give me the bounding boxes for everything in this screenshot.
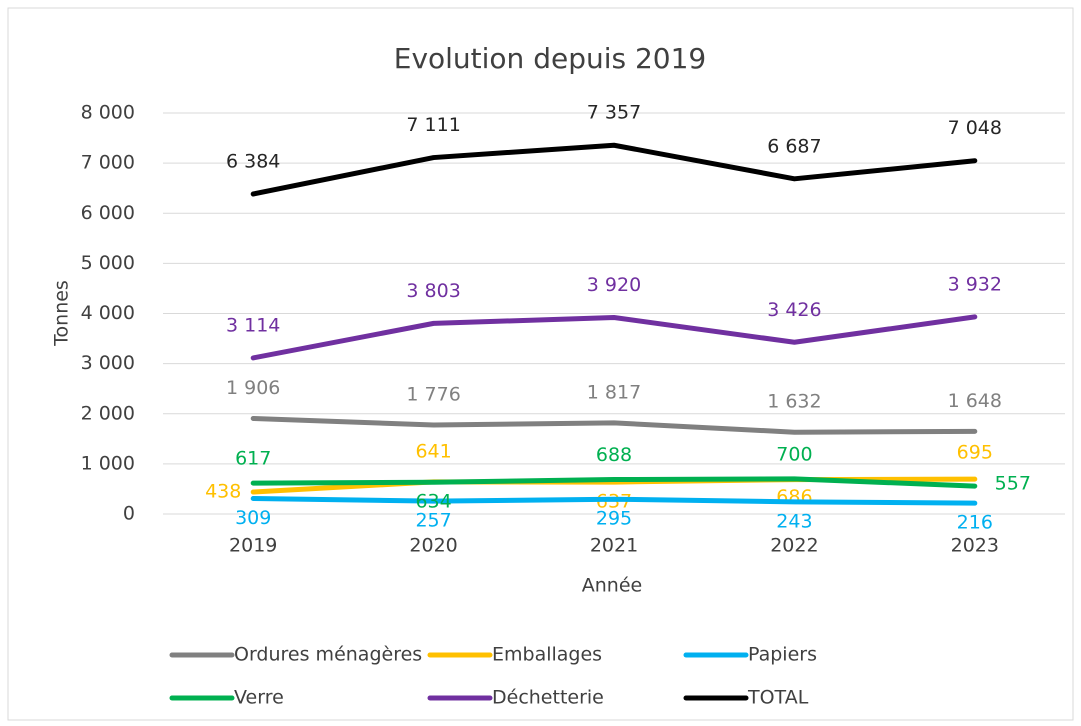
y-tick-label: 7 000 (81, 152, 135, 174)
data-label: 7 111 (406, 114, 460, 136)
legend-label: Papiers (748, 644, 817, 666)
x-axis-title: Année (582, 575, 642, 597)
data-label: 7 357 (587, 102, 641, 124)
y-tick-label: 6 000 (81, 202, 135, 224)
data-label: 1 648 (948, 390, 1002, 412)
y-tick-label: 8 000 (81, 102, 135, 124)
data-label: 6 687 (767, 135, 821, 157)
y-tick-label: 4 000 (81, 302, 135, 324)
data-label: 3 114 (226, 314, 280, 336)
data-label: 1 776 (406, 383, 460, 405)
legend-label: Ordures ménagères (234, 644, 422, 666)
data-label: 6 384 (226, 151, 280, 173)
series-line (250, 415, 978, 435)
x-tick-label: 2021 (590, 535, 638, 557)
data-label: 309 (235, 507, 271, 529)
data-label: 216 (957, 512, 993, 534)
data-label: 295 (596, 508, 632, 530)
x-tick-label: 2023 (951, 535, 999, 557)
x-tick-label: 2019 (229, 535, 277, 557)
data-label: 686 (776, 486, 812, 508)
y-axis-title: Tonnes (51, 280, 73, 347)
data-label: 688 (596, 444, 632, 466)
y-tick-label: 3 000 (81, 352, 135, 374)
legend-label: Déchetterie (492, 687, 604, 709)
data-label: 3 426 (767, 299, 821, 321)
legend-label: TOTAL (747, 687, 809, 709)
data-label: 617 (235, 448, 271, 470)
x-tick-label: 2020 (409, 535, 457, 557)
y-tick-label: 0 (123, 503, 135, 525)
data-label: 557 (995, 473, 1031, 495)
data-label: 438 (205, 481, 241, 503)
series-line (250, 476, 978, 489)
data-label: 3 920 (587, 274, 641, 296)
data-label: 1 906 (226, 377, 280, 399)
legend-label: Emballages (492, 644, 602, 666)
data-label: 700 (776, 443, 812, 465)
data-label: 1 817 (587, 381, 641, 403)
chart-title: Evolution depuis 2019 (394, 42, 707, 75)
series-line (250, 496, 978, 506)
y-tick-label: 1 000 (81, 452, 135, 474)
x-tick-label: 2022 (770, 535, 818, 557)
y-tick-label: 5 000 (81, 252, 135, 274)
series-line (250, 142, 978, 197)
data-label: 641 (415, 440, 451, 462)
data-label: 243 (776, 510, 812, 532)
data-label: 1 632 (767, 391, 821, 413)
data-label: 695 (957, 442, 993, 464)
data-label: 7 048 (948, 117, 1002, 139)
data-label: 3 932 (948, 273, 1002, 295)
legend-label: Verre (234, 687, 284, 709)
data-label: 634 (415, 491, 451, 513)
data-label: 257 (415, 510, 451, 532)
data-label: 3 803 (406, 280, 460, 302)
y-tick-label: 2 000 (81, 402, 135, 424)
series-line (250, 314, 978, 361)
